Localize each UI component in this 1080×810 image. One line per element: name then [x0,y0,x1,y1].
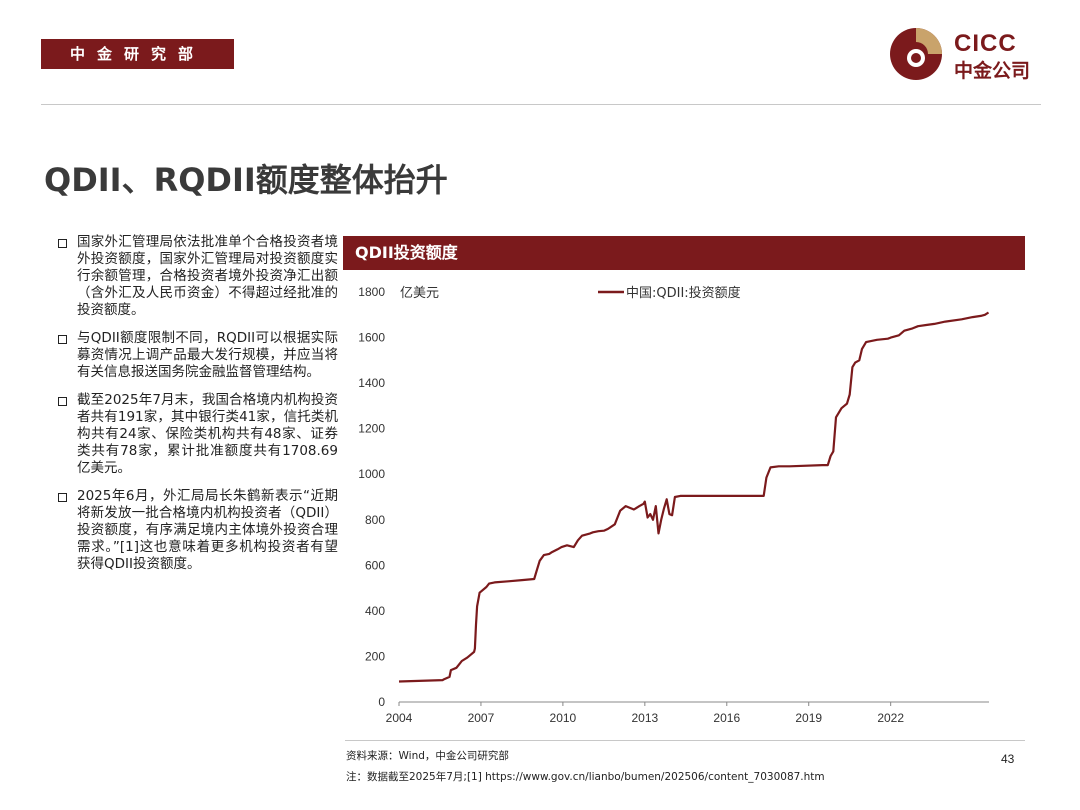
y-tick-label: 400 [365,604,385,618]
department-badge: 中金研究部 [41,39,234,69]
footnote: 注：数据截至2025年7月;[1] https://www.gov.cn/lia… [346,771,825,783]
logo-text-cn: 中金公司 [954,60,1031,82]
footer-divider [345,740,1025,741]
qdii-quota-line-chart: 0 200 400 600 800 1000 1200 1400 1600 1800 2004 200… [358,285,990,725]
bullet-item: 2025年6月，外汇局局长朱鹤新表示“近期将新发放一批合格境内机构投资者（QDI… [58,488,338,573]
bullet-text: 国家外汇管理局依法批准单个合格投资者境外投资额度，国家外汇管理局对投资额度实行余… [77,234,338,318]
y-tick-label: 800 [365,513,385,527]
x-tick-label: 2007 [468,711,495,725]
y-tick-label: 1400 [358,376,385,390]
square-bullet-icon [58,239,67,248]
x-tick-label: 2016 [713,711,740,725]
bullet-item: 与QDII额度限制不同，RQDII可以根据实际募资情况上调产品最大发行规模，并应… [58,330,338,381]
square-bullet-icon [58,493,67,502]
y-tick-label: 0 [378,695,385,709]
y-tick-label: 200 [365,649,385,663]
y-axis-unit-label: 亿美元 [400,286,439,301]
square-bullet-icon [58,397,67,406]
y-tick-label: 1000 [358,467,385,481]
header-divider [41,104,1041,105]
series-line [398,311,990,683]
cicc-logo: CICC 中金公司 [888,26,1048,82]
y-tick-label: 1600 [358,331,385,345]
x-tick-label: 2022 [877,711,904,725]
page-number: 43 [1001,752,1015,766]
bullet-item: 国家外汇管理局依法批准单个合格投资者境外投资额度，国家外汇管理局对投资额度实行余… [58,234,338,319]
bullet-text: 与QDII额度限制不同，RQDII可以根据实际募资情况上调产品最大发行规模，并应… [77,330,338,380]
x-tick-label: 2019 [795,711,822,725]
y-tick-label: 1800 [358,285,385,299]
y-tick-label: 600 [365,558,385,572]
x-tick-label: 2004 [386,711,413,725]
y-tick-label: 1200 [358,422,385,436]
bullet-item: 截至2025年7月末，我国合格境内机构投资者共有191家，其中银行类41家，信托… [58,392,338,477]
x-tick-label: 2013 [631,711,658,725]
cicc-logo-icon [890,28,942,80]
legend-label: 中国:QDII:投资额度 [626,285,741,301]
bullet-text: 截至2025年7月末，我国合格境内机构投资者共有191家，其中银行类41家，信托… [77,392,338,476]
source-note: 资料来源：Wind，中金公司研究部 [346,750,509,762]
square-bullet-icon [58,335,67,344]
bullet-list: 国家外汇管理局依法批准单个合格投资者境外投资额度，国家外汇管理局对投资额度实行余… [58,234,338,584]
x-tick-label: 2010 [550,711,577,725]
slide-title: QDII、RQDII额度整体抬升 [44,161,448,199]
bullet-text: 2025年6月，外汇局局长朱鹤新表示“近期将新发放一批合格境内机构投资者（QDI… [77,488,338,572]
chart-header: QDII投资额度 [343,236,1025,270]
logo-text-en: CICC [954,30,1017,57]
